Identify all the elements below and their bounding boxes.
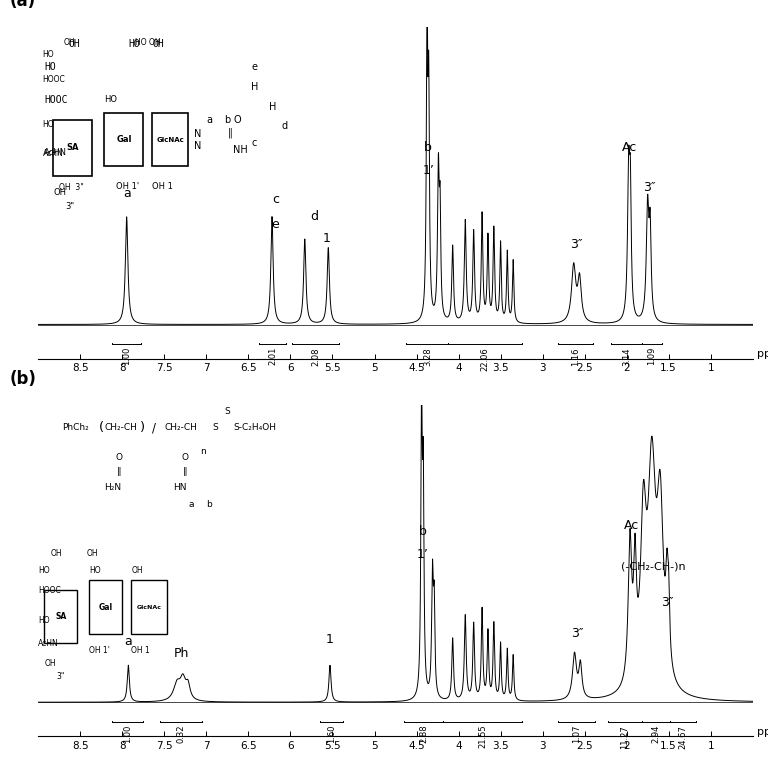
Text: a: a bbox=[123, 187, 131, 200]
Text: ppm: ppm bbox=[756, 349, 768, 359]
Text: 3.14: 3.14 bbox=[622, 347, 631, 365]
Text: d: d bbox=[310, 210, 318, 223]
Text: 11.27: 11.27 bbox=[621, 725, 630, 749]
Text: b: b bbox=[425, 142, 432, 154]
Text: 2.88: 2.88 bbox=[419, 725, 429, 743]
Text: 1.16: 1.16 bbox=[571, 347, 580, 365]
Text: HO: HO bbox=[42, 120, 55, 130]
Text: HO: HO bbox=[42, 49, 55, 59]
Text: 1.09: 1.09 bbox=[647, 347, 657, 365]
Text: OH: OH bbox=[64, 39, 75, 47]
Bar bbox=[0, 405, 38, 702]
Text: 22.06: 22.06 bbox=[481, 347, 489, 371]
Text: 3″: 3″ bbox=[661, 596, 674, 609]
Text: 1’: 1’ bbox=[422, 164, 434, 177]
Text: 3″: 3″ bbox=[571, 627, 583, 640]
Text: 21.55: 21.55 bbox=[478, 725, 487, 749]
Text: 0.32: 0.32 bbox=[177, 725, 186, 743]
Text: ppm: ppm bbox=[756, 727, 768, 737]
Text: OH  3": OH 3" bbox=[59, 183, 84, 192]
Text: 3.28: 3.28 bbox=[423, 347, 432, 365]
Text: 1.07: 1.07 bbox=[571, 725, 581, 743]
Text: (b): (b) bbox=[10, 370, 37, 389]
Text: a: a bbox=[124, 635, 132, 648]
Text: b: b bbox=[419, 525, 426, 538]
Text: 1.00: 1.00 bbox=[124, 725, 132, 743]
Text: Ph: Ph bbox=[174, 647, 189, 660]
Text: HOOC: HOOC bbox=[42, 75, 65, 84]
Text: 2.01: 2.01 bbox=[268, 347, 277, 365]
Text: 1: 1 bbox=[326, 633, 334, 645]
Text: 1’: 1’ bbox=[416, 547, 429, 561]
Text: 3″: 3″ bbox=[570, 237, 582, 251]
Text: 2.08: 2.08 bbox=[311, 347, 320, 365]
Text: 2.94: 2.94 bbox=[651, 725, 660, 743]
Text: 1: 1 bbox=[323, 232, 330, 245]
Text: Ac: Ac bbox=[621, 142, 637, 154]
Text: c: c bbox=[272, 193, 279, 206]
Text: 24.67: 24.67 bbox=[678, 725, 687, 749]
Bar bbox=[0, 27, 38, 325]
Text: (a): (a) bbox=[10, 0, 36, 10]
Text: HO OH: HO OH bbox=[135, 39, 161, 47]
Text: 1.60: 1.60 bbox=[326, 725, 336, 743]
Text: e: e bbox=[271, 218, 280, 231]
Text: AcHN: AcHN bbox=[42, 149, 63, 158]
Text: 1.00: 1.00 bbox=[122, 347, 131, 365]
Text: (-CH₂-CH-)n: (-CH₂-CH-)n bbox=[621, 562, 686, 572]
Text: Ac: Ac bbox=[624, 520, 639, 532]
Text: 3″: 3″ bbox=[643, 181, 656, 194]
